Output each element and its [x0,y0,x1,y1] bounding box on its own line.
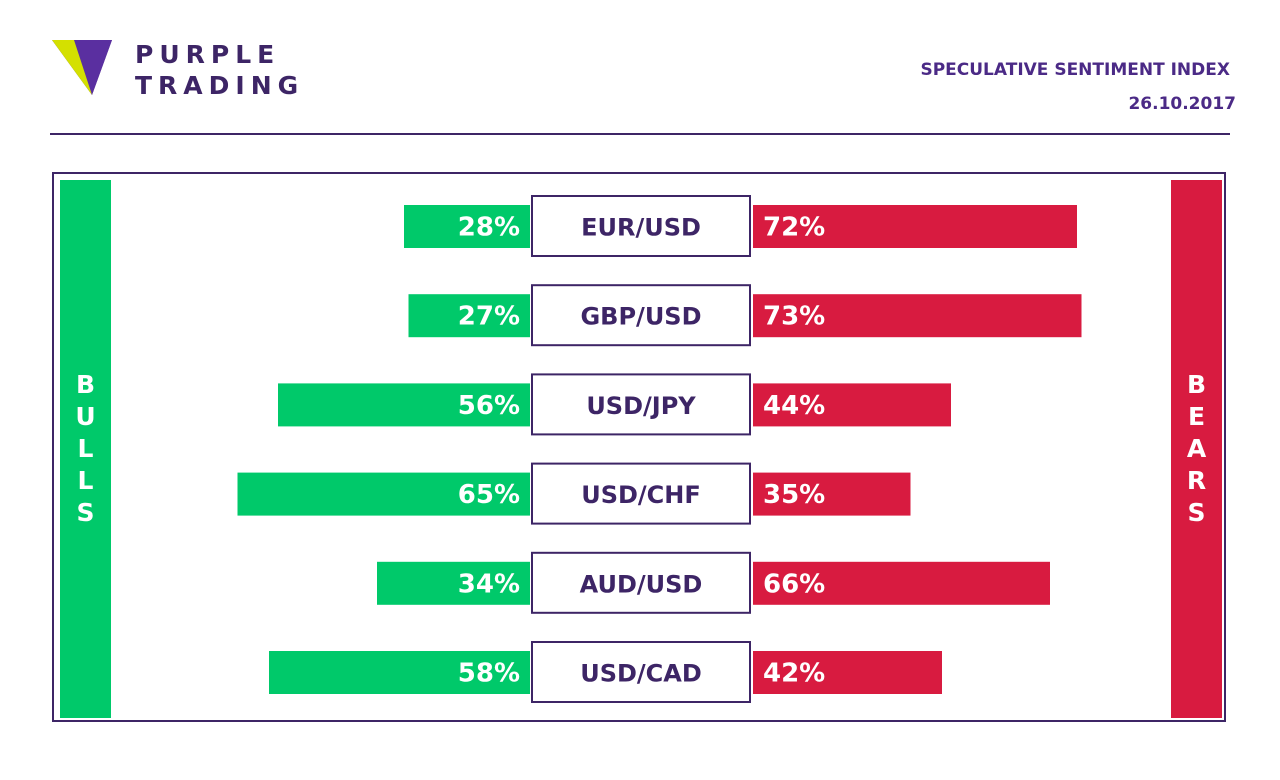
bulls-bar [269,651,530,694]
bears-label-letter: S [1187,498,1206,527]
bulls-value-label: 34% [458,569,520,599]
bears-value-label: 42% [763,659,825,689]
bulls-bar [278,383,530,427]
bears-bar [753,651,942,694]
bulls-value-label: 27% [458,302,520,332]
bears-label-letter: A [1186,434,1207,463]
bears-value-label: 66% [763,569,825,599]
bulls-bar [237,472,530,516]
bulls-value-label: 65% [458,480,520,510]
bears-value-label: 44% [763,391,825,421]
bears-label-letter: E [1187,402,1206,431]
report-title: SPECULATIVE SENTIMENT INDEX [920,60,1230,80]
bulls-label-letter: B [75,370,96,399]
logo [52,40,312,100]
report-date: 26.10.2017 [1128,94,1236,114]
bears-label-letter: R [1186,466,1207,495]
logo-mark-icon [52,40,112,95]
bulls-label-letter: U [75,402,96,431]
brand-name-line-1: PURPLE [135,40,281,69]
bears-bar [753,205,1077,248]
bears-value-label: 35% [763,480,825,510]
currency-pair-label: EUR/USD [581,214,701,242]
bears-value-label: 72% [763,213,825,243]
bulls-bar [377,561,530,605]
bulls-bar [404,205,530,248]
bulls-label-letter: L [77,434,94,463]
bulls-label-letter: L [77,466,94,495]
currency-pair-label: USD/CHF [581,481,701,509]
pair-box [531,373,751,436]
pair-box [531,641,751,703]
bears-bar [753,561,1050,605]
pair-box [531,551,751,614]
chart-frame [52,172,1226,722]
currency-pair-label: USD/JPY [586,392,696,420]
bulls-value-label: 28% [458,213,520,243]
bulls-value-label: 56% [458,391,520,421]
currency-pair-label: GBP/USD [580,303,701,331]
brand-name-line-2: TRADING [135,71,305,100]
bears-bar [753,294,1082,338]
currency-pair-label: AUD/USD [580,570,703,598]
bears-label-letter: B [1186,370,1207,399]
bulls-value-label: 58% [458,659,520,689]
currency-pair-label: USD/CAD [580,660,702,688]
bulls-label-letter: S [76,498,95,527]
bears-value-label: 73% [763,302,825,332]
pair-box [531,284,751,347]
bulls-bar [408,294,530,338]
pair-box [531,462,751,525]
bears-bar [753,472,911,516]
bears-bar [753,383,951,427]
pair-box [531,195,751,257]
header-divider [50,133,1230,135]
